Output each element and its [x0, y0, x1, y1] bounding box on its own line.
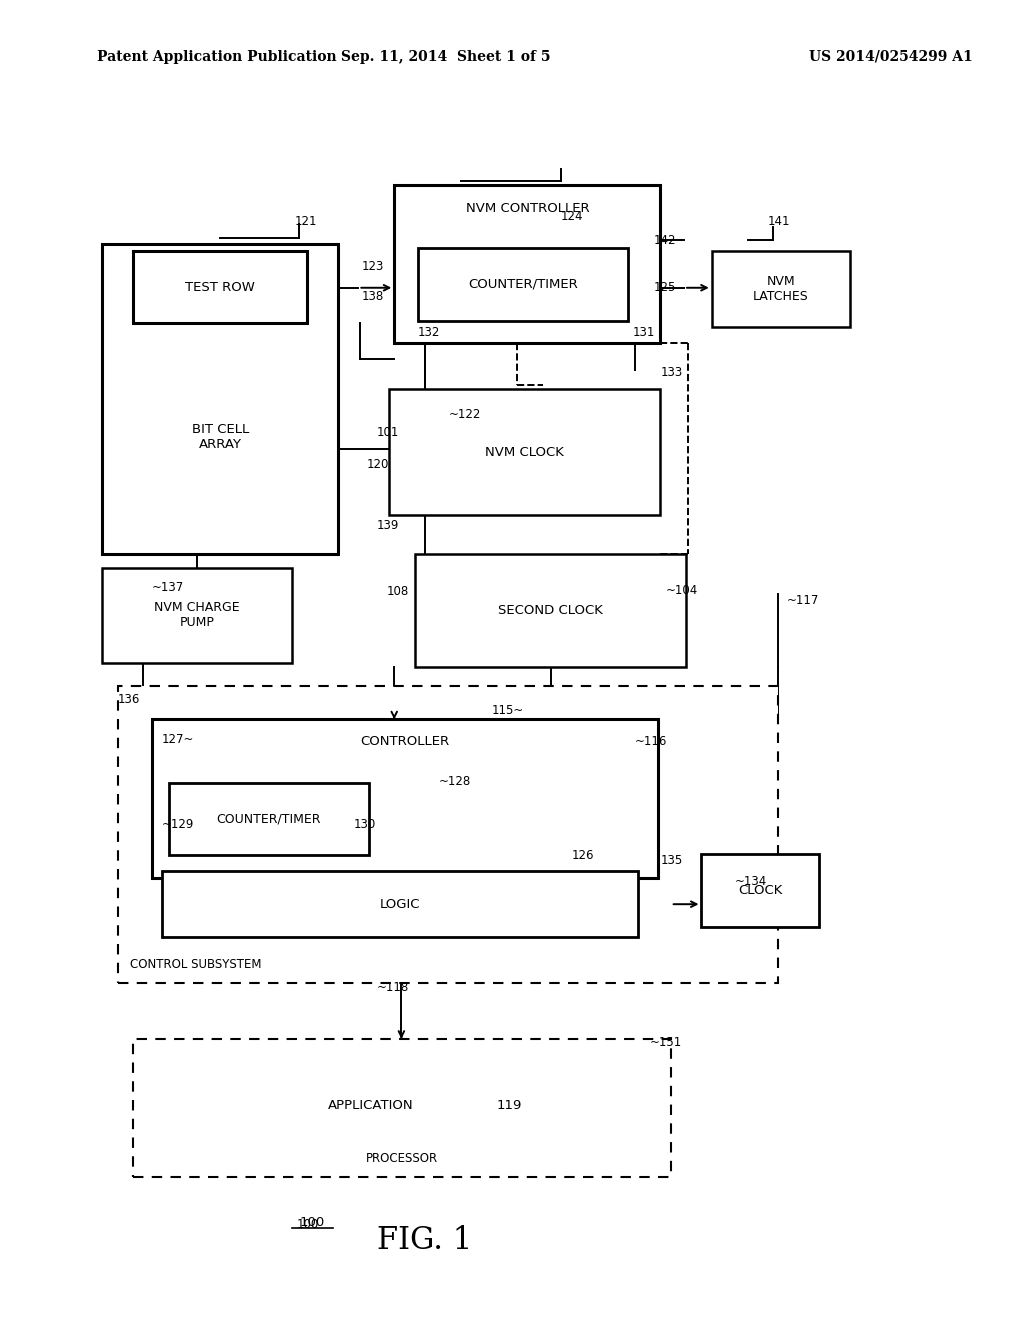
- Text: SECOND CLOCK: SECOND CLOCK: [498, 605, 603, 616]
- FancyBboxPatch shape: [712, 251, 850, 327]
- Text: 136: 136: [118, 693, 140, 706]
- FancyBboxPatch shape: [133, 251, 307, 323]
- Text: 135: 135: [660, 854, 683, 867]
- Text: NVM CONTROLLER: NVM CONTROLLER: [466, 202, 589, 215]
- Text: 132: 132: [418, 326, 440, 339]
- FancyBboxPatch shape: [415, 554, 686, 667]
- Text: 120: 120: [367, 458, 389, 471]
- FancyBboxPatch shape: [133, 1039, 671, 1177]
- Text: NVM
LATCHES: NVM LATCHES: [753, 275, 809, 304]
- FancyBboxPatch shape: [169, 783, 369, 855]
- Text: 100: 100: [300, 1216, 325, 1229]
- Text: 101: 101: [377, 426, 399, 440]
- FancyBboxPatch shape: [162, 871, 638, 937]
- Text: TEST ROW: TEST ROW: [185, 281, 255, 293]
- FancyBboxPatch shape: [118, 686, 778, 983]
- Text: 100: 100: [297, 1218, 319, 1232]
- Text: COUNTER/TIMER: COUNTER/TIMER: [468, 279, 578, 290]
- Text: FIG. 1: FIG. 1: [377, 1225, 473, 1257]
- Text: ~137: ~137: [152, 581, 183, 594]
- Text: ~118: ~118: [377, 981, 409, 994]
- Text: 131: 131: [633, 326, 655, 339]
- Text: 123: 123: [361, 260, 384, 273]
- Text: NVM CLOCK: NVM CLOCK: [485, 446, 564, 458]
- Text: ~122: ~122: [449, 408, 481, 421]
- Text: 139: 139: [377, 519, 399, 532]
- Text: 119: 119: [497, 1100, 522, 1111]
- Text: 121: 121: [295, 215, 317, 228]
- Text: LOGIC: LOGIC: [380, 898, 420, 911]
- Text: ~134: ~134: [735, 875, 767, 888]
- Text: ~117: ~117: [786, 594, 819, 607]
- FancyBboxPatch shape: [152, 719, 658, 878]
- Text: Sep. 11, 2014  Sheet 1 of 5: Sep. 11, 2014 Sheet 1 of 5: [341, 50, 550, 63]
- Text: 124: 124: [561, 210, 584, 223]
- Text: CLOCK: CLOCK: [738, 884, 782, 896]
- Text: Patent Application Publication: Patent Application Publication: [97, 50, 337, 63]
- Text: US 2014/0254299 A1: US 2014/0254299 A1: [809, 50, 973, 63]
- FancyBboxPatch shape: [169, 1069, 635, 1142]
- Text: ~116: ~116: [635, 735, 668, 748]
- Text: 125: 125: [653, 281, 676, 294]
- Text: CONTROLLER: CONTROLLER: [360, 735, 450, 748]
- Text: 138: 138: [361, 290, 384, 304]
- FancyBboxPatch shape: [701, 854, 819, 927]
- Text: 108: 108: [387, 585, 410, 598]
- Text: COUNTER/TIMER: COUNTER/TIMER: [216, 813, 322, 825]
- Text: BIT CELL
ARRAY: BIT CELL ARRAY: [191, 422, 249, 450]
- Text: 126: 126: [571, 849, 594, 862]
- Text: PROCESSOR: PROCESSOR: [366, 1152, 438, 1166]
- Text: ~104: ~104: [666, 583, 697, 597]
- FancyBboxPatch shape: [102, 568, 292, 663]
- FancyBboxPatch shape: [102, 244, 338, 554]
- Text: NVM CHARGE
PUMP: NVM CHARGE PUMP: [155, 601, 240, 630]
- Text: ~128: ~128: [438, 775, 470, 788]
- Text: 141: 141: [768, 215, 791, 228]
- FancyBboxPatch shape: [418, 248, 628, 321]
- Text: 115~: 115~: [492, 704, 523, 717]
- FancyBboxPatch shape: [394, 185, 660, 343]
- Text: 130: 130: [353, 818, 376, 832]
- Text: 142: 142: [653, 234, 676, 247]
- Text: 133: 133: [660, 366, 683, 379]
- FancyBboxPatch shape: [389, 389, 660, 515]
- Text: CONTROL SUBSYSTEM: CONTROL SUBSYSTEM: [130, 958, 261, 972]
- Text: APPLICATION: APPLICATION: [329, 1100, 414, 1111]
- Text: 127~: 127~: [162, 733, 195, 746]
- Text: ~129: ~129: [162, 818, 195, 832]
- Text: ~151: ~151: [650, 1036, 682, 1049]
